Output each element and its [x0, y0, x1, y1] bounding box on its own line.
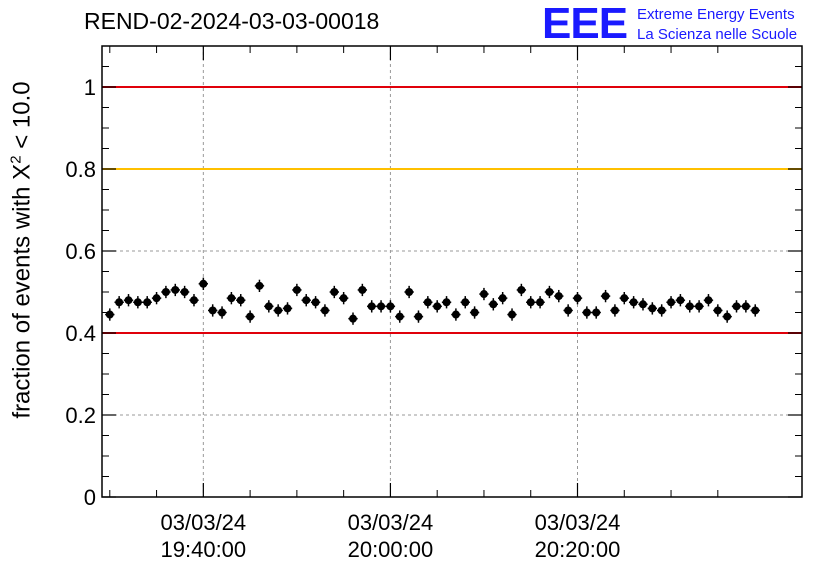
- data-point: [592, 308, 601, 317]
- data-point: [648, 304, 657, 313]
- data-point: [629, 298, 638, 307]
- data-point: [657, 306, 666, 315]
- y-tick-label: 0.4: [65, 321, 96, 346]
- data-point: [751, 306, 760, 315]
- data-point: [292, 285, 301, 294]
- x-tick-label-time: 20:00:00: [348, 537, 434, 562]
- data-point: [367, 302, 376, 311]
- logo-text-line2: La Scienza nelle Scuole: [637, 26, 798, 43]
- data-point: [358, 285, 367, 294]
- y-axis-label: fraction of events with X2 < 10.0: [8, 81, 37, 418]
- data-point: [311, 298, 320, 307]
- data-point: [685, 302, 694, 311]
- x-tick-label-time: 19:40:00: [161, 537, 247, 562]
- plot-frame: [101, 45, 803, 498]
- data-point: [236, 296, 245, 305]
- data-point: [330, 288, 339, 296]
- data-point: [199, 279, 208, 288]
- data-point: [536, 298, 545, 307]
- data-point: [573, 294, 582, 303]
- data-point: [554, 292, 563, 301]
- x-tick-label-date: 03/03/24: [161, 510, 247, 535]
- data-point: [620, 294, 629, 303]
- data-point: [161, 288, 170, 296]
- data-point: [171, 285, 180, 294]
- data-point: [339, 294, 348, 303]
- data-point: [189, 296, 198, 305]
- data-point: [274, 306, 283, 315]
- data-point: [517, 285, 526, 294]
- data-point: [461, 298, 470, 307]
- data-point: [115, 298, 124, 307]
- data-point: [508, 310, 517, 319]
- data-point: [451, 310, 460, 319]
- data-point: [713, 306, 722, 315]
- reference-lines: [102, 86, 802, 334]
- data-point: [667, 298, 676, 307]
- data-point: [208, 306, 217, 315]
- x-tick-label-date: 03/03/24: [535, 510, 621, 535]
- data-point: [124, 296, 133, 305]
- data-point: [564, 306, 573, 315]
- data-point: [405, 288, 414, 296]
- y-tick-label: 0.8: [65, 157, 96, 182]
- data-point: [227, 294, 236, 303]
- data-point: [105, 310, 114, 319]
- data-point: [704, 296, 713, 305]
- data-point: [377, 302, 386, 311]
- x-tick-labels: 03/03/2419:40:0003/03/2420:00:0003/03/24…: [161, 510, 621, 562]
- data-point: [741, 302, 750, 311]
- data-point: [676, 296, 685, 305]
- data-point: [638, 300, 647, 309]
- data-point: [386, 302, 395, 311]
- data-point: [246, 312, 255, 321]
- data-point: [601, 292, 610, 301]
- data-point: [395, 312, 404, 321]
- data-point: [180, 288, 189, 296]
- data-point: [442, 298, 451, 307]
- grid-lines: [102, 46, 802, 497]
- data-point: [479, 290, 488, 299]
- data-point: [732, 302, 741, 311]
- y-tick-label: 0: [84, 485, 96, 510]
- chart-title: REND-02-2024-03-03-00018: [84, 8, 380, 34]
- data-point: [264, 302, 273, 311]
- data-point: [349, 314, 358, 323]
- data-point: [470, 308, 479, 317]
- data-point: [489, 300, 498, 309]
- data-point: [582, 308, 591, 317]
- data-point: [152, 294, 161, 303]
- y-tick-label: 1: [84, 75, 96, 100]
- data-point: [610, 306, 619, 315]
- data-point: [320, 306, 329, 315]
- x-tick-label-date: 03/03/24: [348, 510, 434, 535]
- data-point: [283, 304, 292, 313]
- data-point: [133, 298, 142, 307]
- y-tick-label: 0.2: [65, 403, 96, 428]
- data-point: [433, 302, 442, 311]
- y-axis-label-suffix: < 10.0: [8, 81, 36, 156]
- data-point: [302, 296, 311, 305]
- y-tick-labels: 0 0.2 0.4 0.6 0.8 1: [65, 75, 96, 510]
- logo-mark: EEE: [542, 0, 628, 48]
- y-tick-label: 0.6: [65, 239, 96, 264]
- data-point: [526, 298, 535, 307]
- data-point: [723, 312, 732, 321]
- y-axis-label-prefix: fraction of events with: [8, 179, 36, 419]
- data-point: [143, 298, 152, 307]
- data-point: [255, 281, 264, 290]
- data-series: [105, 277, 760, 325]
- logo-text-line1: Extreme Energy Events: [637, 6, 795, 23]
- data-point: [498, 294, 507, 303]
- axis-ticks: [102, 46, 802, 498]
- y-axis-label-sup: 2: [7, 155, 25, 164]
- data-point: [414, 312, 423, 321]
- data-point: [218, 308, 227, 317]
- y-axis-label-symbol: X: [8, 163, 36, 180]
- x-tick-label-time: 20:20:00: [535, 537, 621, 562]
- data-point: [695, 302, 704, 311]
- data-point: [423, 298, 432, 307]
- data-point: [545, 288, 554, 296]
